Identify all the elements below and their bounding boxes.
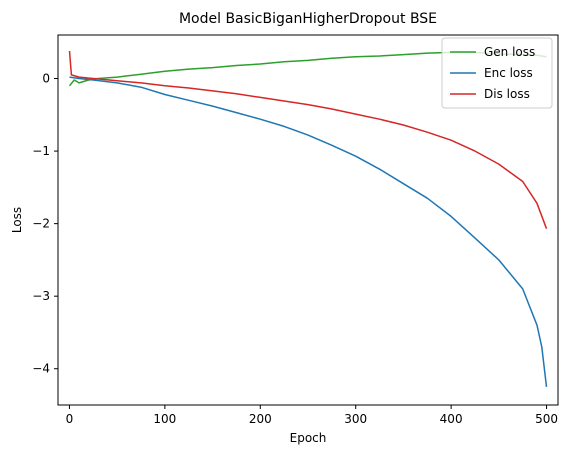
x-tick-label: 100 bbox=[153, 412, 176, 426]
series-line-2 bbox=[68, 50, 548, 229]
x-tick-label: 400 bbox=[440, 412, 463, 426]
chart-title: Model BasicBiganHigherDropout BSE bbox=[179, 11, 437, 27]
x-tick-label: 0 bbox=[66, 412, 74, 426]
y-tick-label: −2 bbox=[32, 217, 50, 231]
x-axis: 0 100 200 300 400 500 bbox=[66, 405, 558, 426]
x-tick-label: 500 bbox=[535, 412, 558, 426]
y-tick-label: 0 bbox=[42, 72, 50, 86]
legend-label: Dis loss bbox=[484, 87, 530, 101]
y-axis: 0 −1 −2 −3 −4 bbox=[32, 72, 58, 376]
legend: Gen loss Enc loss Dis loss bbox=[441, 37, 553, 109]
x-tick-label: 200 bbox=[249, 412, 272, 426]
series-line-1 bbox=[69, 76, 548, 387]
plot-frame bbox=[57, 34, 559, 406]
y-tick-label: −1 bbox=[32, 144, 50, 158]
x-tick-label: 300 bbox=[344, 412, 367, 426]
y-tick-label: −3 bbox=[32, 289, 50, 303]
y-axis-label: Loss bbox=[10, 207, 24, 233]
y-tick-label: −4 bbox=[32, 362, 50, 376]
x-axis-label: Epoch bbox=[290, 431, 327, 445]
legend-label: Gen loss bbox=[484, 45, 535, 59]
legend-label: Enc loss bbox=[484, 66, 533, 80]
legend-box bbox=[441, 37, 553, 109]
